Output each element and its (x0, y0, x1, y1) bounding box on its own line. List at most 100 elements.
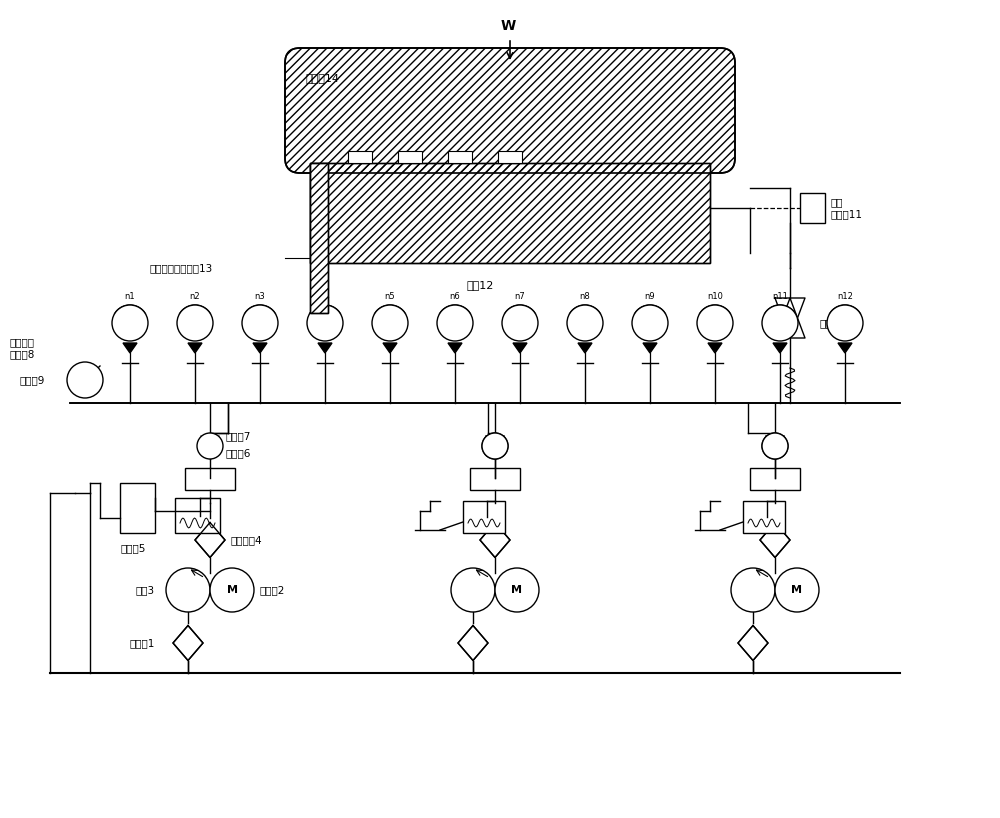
Text: 电涡流位移传感器13: 电涡流位移传感器13 (150, 263, 213, 273)
Polygon shape (708, 343, 722, 353)
Text: 溢流阀5: 溢流阀5 (120, 543, 145, 553)
Text: n4: n4 (320, 292, 330, 301)
Text: 油泵3: 油泵3 (136, 585, 155, 595)
Circle shape (762, 433, 788, 459)
Circle shape (197, 433, 223, 459)
Polygon shape (114, 305, 146, 323)
Text: W: W (500, 19, 516, 33)
Text: M: M (792, 585, 802, 595)
Polygon shape (374, 305, 406, 323)
Text: n8: n8 (580, 292, 590, 301)
Text: 多点齿轮
分油器8: 多点齿轮 分油器8 (10, 337, 35, 359)
FancyBboxPatch shape (285, 48, 735, 173)
Circle shape (827, 305, 863, 341)
Polygon shape (173, 626, 203, 660)
Polygon shape (504, 305, 536, 323)
Circle shape (437, 305, 473, 341)
Circle shape (697, 305, 733, 341)
FancyBboxPatch shape (743, 501, 785, 533)
Text: n12: n12 (837, 292, 853, 301)
FancyBboxPatch shape (463, 501, 505, 533)
Circle shape (242, 305, 278, 341)
Polygon shape (578, 343, 592, 353)
Text: 滤油器1: 滤油器1 (130, 638, 155, 648)
Polygon shape (253, 343, 267, 353)
Text: 压力
继电器11: 压力 继电器11 (830, 197, 862, 218)
FancyBboxPatch shape (175, 498, 220, 533)
Polygon shape (195, 523, 225, 558)
Polygon shape (244, 305, 276, 323)
Text: n11: n11 (772, 292, 788, 301)
Polygon shape (569, 305, 601, 323)
Bar (448, 151, 472, 163)
Circle shape (482, 433, 508, 459)
Circle shape (632, 305, 668, 341)
FancyBboxPatch shape (750, 468, 800, 490)
Text: 单向阀7: 单向阀7 (225, 431, 250, 441)
Polygon shape (318, 343, 332, 353)
Polygon shape (123, 343, 137, 353)
Bar (310, 163, 328, 313)
Circle shape (451, 568, 495, 612)
Text: 油垫12: 油垫12 (466, 280, 494, 290)
Circle shape (567, 305, 603, 341)
Circle shape (210, 568, 254, 612)
Text: n1: n1 (125, 292, 135, 301)
Text: 电动机2: 电动机2 (260, 585, 285, 595)
Polygon shape (383, 343, 397, 353)
Text: 流量计6: 流量计6 (225, 448, 250, 458)
Polygon shape (309, 305, 341, 323)
Bar (398, 151, 422, 163)
Text: 工作台14: 工作台14 (305, 73, 339, 83)
FancyBboxPatch shape (120, 483, 155, 533)
Polygon shape (699, 305, 731, 323)
Text: 压力表9: 压力表9 (20, 375, 45, 385)
Circle shape (762, 433, 788, 459)
Polygon shape (760, 523, 790, 558)
Circle shape (372, 305, 408, 341)
Polygon shape (738, 626, 768, 660)
Circle shape (177, 305, 213, 341)
Text: n10: n10 (707, 292, 723, 301)
Text: n5: n5 (385, 292, 395, 301)
Circle shape (112, 305, 148, 341)
Polygon shape (439, 305, 471, 323)
FancyBboxPatch shape (470, 468, 520, 490)
Bar (498, 151, 522, 163)
Bar (310, 163, 710, 263)
Polygon shape (838, 343, 852, 353)
Polygon shape (188, 343, 202, 353)
Polygon shape (179, 305, 211, 323)
Text: n7: n7 (515, 292, 525, 301)
Polygon shape (480, 523, 510, 558)
Text: 电磁调速阀10: 电磁调速阀10 (820, 318, 864, 328)
Text: M: M (227, 585, 238, 595)
Polygon shape (513, 343, 527, 353)
Bar (310, 163, 710, 263)
Circle shape (762, 305, 798, 341)
Circle shape (731, 568, 775, 612)
Circle shape (67, 362, 103, 398)
Text: 精滤油器4: 精滤油器4 (230, 535, 262, 545)
Polygon shape (458, 626, 488, 660)
Polygon shape (448, 343, 462, 353)
Circle shape (495, 568, 539, 612)
Text: n9: n9 (645, 292, 655, 301)
Text: n6: n6 (450, 292, 460, 301)
Circle shape (482, 433, 508, 459)
Circle shape (502, 305, 538, 341)
Polygon shape (829, 305, 861, 323)
Text: M: M (512, 585, 522, 595)
Polygon shape (634, 305, 666, 323)
Polygon shape (643, 343, 657, 353)
Bar (310, 163, 328, 313)
Bar (348, 151, 372, 163)
Circle shape (166, 568, 210, 612)
FancyBboxPatch shape (185, 468, 235, 490)
Polygon shape (773, 343, 787, 353)
Text: n2: n2 (190, 292, 200, 301)
Text: n3: n3 (255, 292, 265, 301)
FancyBboxPatch shape (800, 193, 825, 223)
Polygon shape (764, 305, 796, 323)
Circle shape (775, 568, 819, 612)
